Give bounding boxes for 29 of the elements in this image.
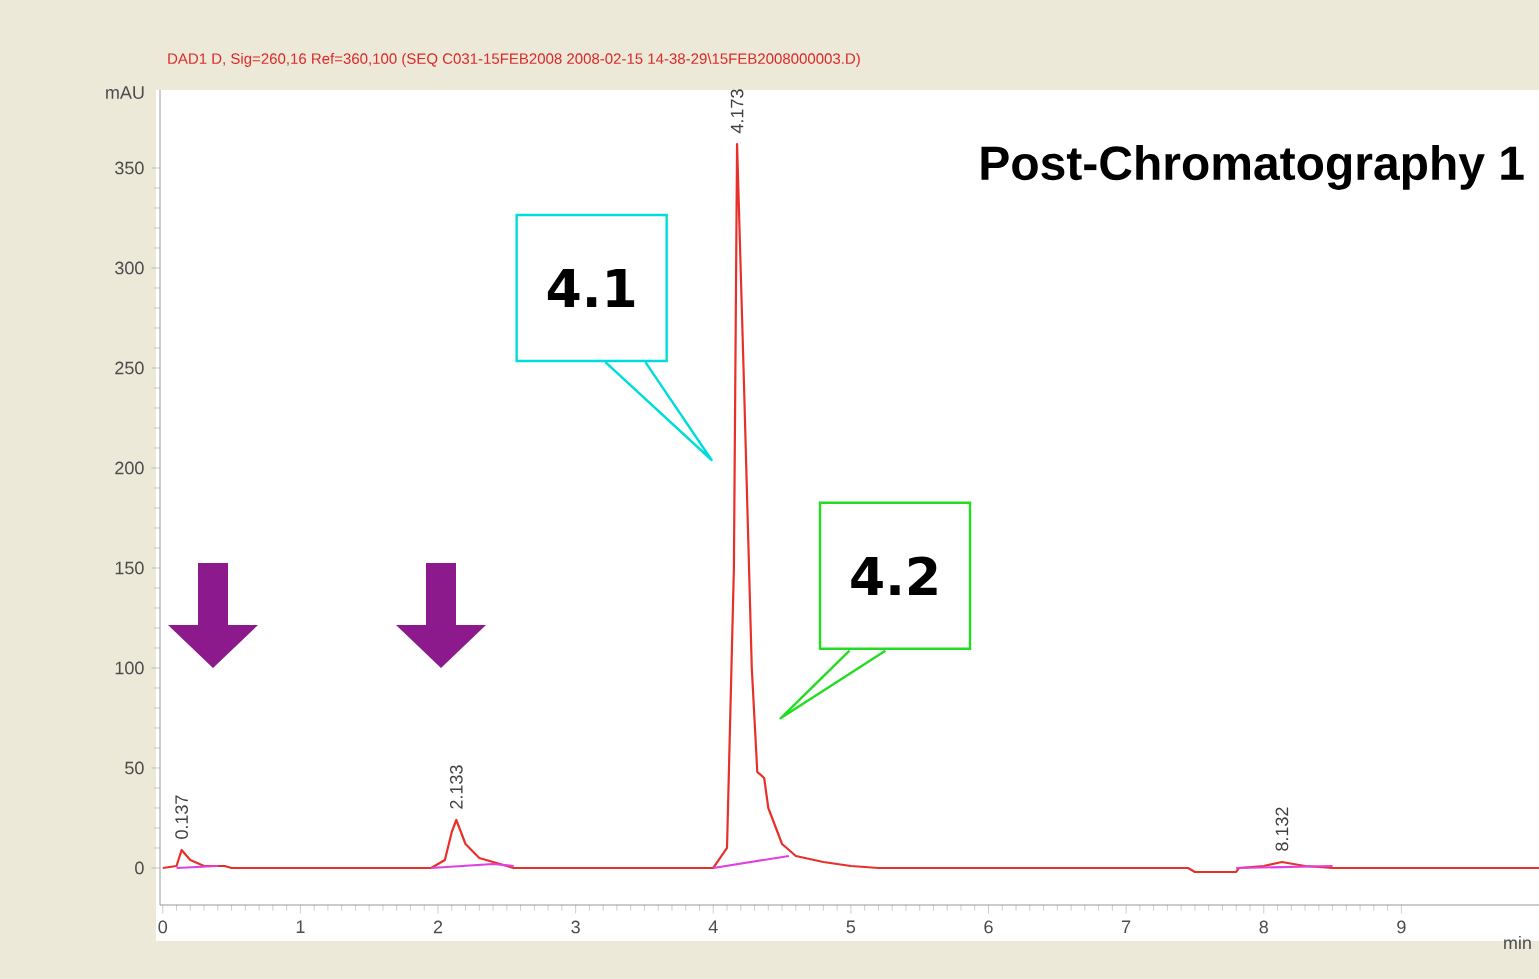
- x-tick-label: 2: [433, 920, 443, 934]
- annotation: 4.173: [730, 89, 744, 134]
- annotation: 0.137: [175, 795, 188, 839]
- y-tick-label: 250: [115, 361, 144, 375]
- y-tick-label: 300: [115, 261, 144, 275]
- x-tick-label: 6: [984, 920, 993, 934]
- annotation: 8.132: [1275, 807, 1289, 851]
- x-tick-label: 1: [296, 920, 305, 933]
- y-tick-label: 50: [125, 761, 144, 775]
- annotation: 4.1: [547, 269, 635, 307]
- x-tick-label: 9: [1397, 920, 1406, 934]
- y-tick-label: 200: [115, 461, 144, 475]
- text: Post-Chromatography 1: [981, 144, 1524, 190]
- x-tick-label: 3: [571, 920, 580, 934]
- x-tick-label: 0: [158, 920, 168, 934]
- annotation: 4.2: [851, 556, 937, 596]
- x-tick-label: 7: [1122, 920, 1131, 933]
- x-axis-title: min: [1504, 936, 1531, 950]
- y-tick-label: 150: [115, 561, 144, 575]
- x-tick-label: 4: [708, 920, 718, 933]
- y-tick-label: 100: [115, 661, 144, 675]
- annotation: 2.133: [449, 765, 463, 809]
- y-axis-title: mAU: [106, 86, 144, 99]
- chart-subtitle: DAD1 D, Sig=260,16 Ref=360,100 (SEQ C031-15FEB2008 2008-02-15 14-38-29\15FEB2008000003.D): [168, 52, 860, 67]
- x-tick-label: 5: [846, 920, 856, 934]
- line-series: [161, 142, 1539, 874]
- y-tick-label: 0: [135, 861, 144, 875]
- y-tick-label: 350: [115, 161, 144, 175]
- x-tick-label: 8: [1259, 920, 1268, 934]
